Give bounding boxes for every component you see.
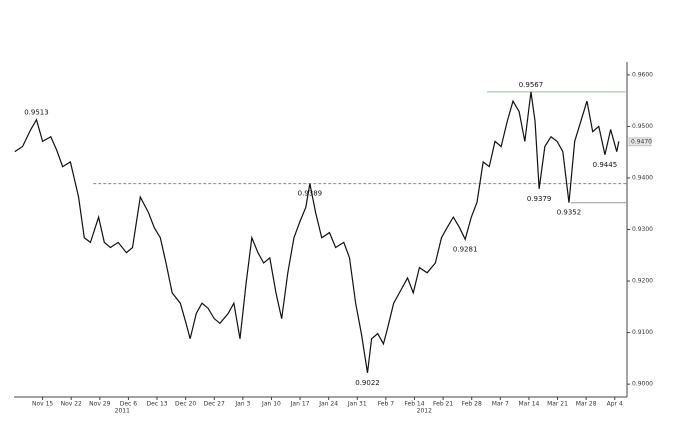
annotation: 0.9567 xyxy=(519,81,544,89)
x-tick-label: Feb 28 xyxy=(462,401,482,408)
last-price-label: 0.9470 xyxy=(631,138,652,145)
annotation: 0.9389 xyxy=(298,190,323,198)
x-tick-label: Nov 15 xyxy=(32,401,53,408)
x-tick-label: Mar 21 xyxy=(547,401,568,408)
annotation: 0.9352 xyxy=(557,209,582,217)
year-label: 2012 xyxy=(417,408,432,415)
y-tick-label: 0.9200 xyxy=(632,278,653,285)
y-tick-label: 0.9400 xyxy=(632,174,653,181)
x-tick-label: Jan 3 xyxy=(234,401,250,408)
annotation: 0.9281 xyxy=(453,245,478,253)
annotation: 0.9445 xyxy=(593,161,618,169)
x-tick-label: Dec 6 xyxy=(120,401,138,408)
x-tick-label: Dec 13 xyxy=(146,401,167,408)
x-tick-label: Apr 4 xyxy=(607,401,623,408)
price-line xyxy=(14,91,620,373)
y-tick-label: 0.9600 xyxy=(632,71,653,78)
annotation: 0.9379 xyxy=(527,195,552,203)
x-tick-label: Dec 20 xyxy=(175,401,196,408)
annotation: 0.9513 xyxy=(24,109,49,117)
x-tick-label: Dec 27 xyxy=(204,401,225,408)
y-tick-label: 0.9000 xyxy=(632,381,653,388)
x-tick-label: Feb 14 xyxy=(404,401,424,408)
y-tick-label: 0.9100 xyxy=(632,329,653,336)
year-label: 2011 xyxy=(115,408,130,415)
x-tick-label: Jan 10 xyxy=(261,401,281,408)
x-tick-label: Feb 21 xyxy=(433,401,453,408)
x-tick-label: Nov 29 xyxy=(89,401,110,408)
x-tick-label: Mar 28 xyxy=(576,401,597,408)
x-tick-label: Jan 31 xyxy=(347,401,367,408)
last-price-box xyxy=(628,137,652,147)
x-tick-label: Nov 22 xyxy=(61,401,82,408)
x-tick-label: Mar 14 xyxy=(518,401,539,408)
x-tick-label: Jan 24 xyxy=(318,401,338,408)
x-tick-label: Jan 17 xyxy=(290,401,310,408)
x-tick-label: Mar 7 xyxy=(492,401,509,408)
x-tick-label: Feb 7 xyxy=(378,401,395,408)
annotation: 0.9022 xyxy=(355,379,380,387)
y-tick-label: 0.9300 xyxy=(632,226,653,233)
y-tick-label: 0.9500 xyxy=(632,123,653,130)
